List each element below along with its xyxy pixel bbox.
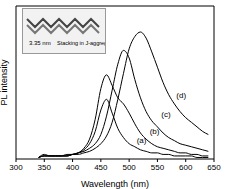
svg-text:450: 450 — [94, 163, 108, 172]
svg-text:400: 400 — [66, 163, 80, 172]
svg-text:500: 500 — [122, 163, 136, 172]
svg-text:PL intensity: PL intensity — [8, 59, 9, 106]
svg-text:550: 550 — [151, 163, 165, 172]
svg-text:Wavelength (nm): Wavelength (nm) — [81, 179, 149, 189]
svg-text:650: 650 — [207, 163, 217, 172]
svg-text:(d): (d) — [176, 91, 186, 100]
svg-text:3.35 nm: 3.35 nm — [29, 40, 51, 46]
svg-text:300: 300 — [9, 163, 23, 172]
svg-text:(a): (a) — [137, 136, 147, 145]
svg-text:Stacking in J-aggregates: Stacking in J-aggregates — [57, 40, 105, 46]
svg-text:(b): (b) — [150, 127, 160, 136]
svg-text:600: 600 — [179, 163, 193, 172]
svg-text:350: 350 — [38, 163, 52, 172]
svg-text:(c): (c) — [161, 110, 171, 119]
